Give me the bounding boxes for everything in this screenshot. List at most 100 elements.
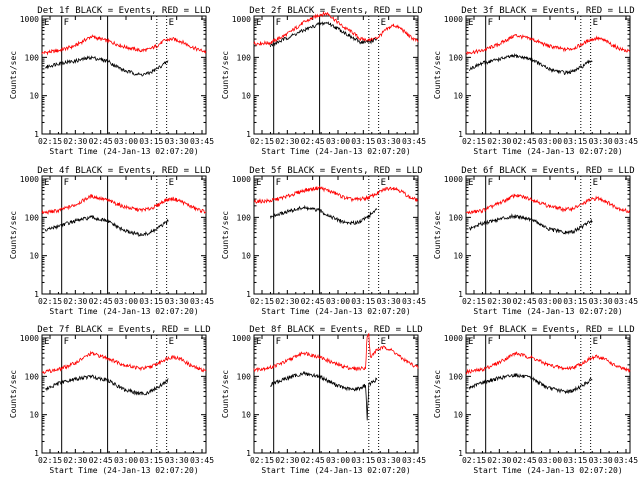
x-tick-label: 03:45 bbox=[614, 137, 638, 146]
y-axis-title: Counts/sec bbox=[433, 211, 442, 259]
x-tick-label: 03:00 bbox=[326, 137, 350, 146]
events-series-line bbox=[468, 373, 593, 395]
x-tick-label: 03:15 bbox=[351, 456, 375, 465]
y-tick-label: 1 bbox=[246, 449, 251, 458]
x-tick-label: 02:45 bbox=[301, 297, 325, 306]
x-tick-label: 02:30 bbox=[275, 297, 299, 306]
y-axis-title: Counts/sec bbox=[9, 211, 18, 259]
marker-letter: E bbox=[468, 337, 473, 347]
events-series-line bbox=[468, 52, 593, 76]
plot-frame bbox=[253, 15, 419, 135]
x-tick-label: 03:15 bbox=[563, 297, 587, 306]
events-series-line bbox=[469, 213, 593, 235]
y-tick-label: 10 bbox=[29, 411, 39, 420]
y-tick-label: 1 bbox=[34, 290, 39, 299]
x-axis-title: Start Time (24-Jan-13 02:07:20) bbox=[473, 307, 622, 316]
marker-letter: E bbox=[381, 337, 386, 347]
x-tick-label: 02:30 bbox=[63, 297, 87, 306]
marker-letter: F bbox=[64, 337, 69, 347]
marker-letter: F bbox=[276, 18, 281, 28]
x-tick-label: 03:00 bbox=[326, 297, 350, 306]
x-tick-label: 02:30 bbox=[487, 297, 511, 306]
x-tick-label: 03:15 bbox=[139, 456, 163, 465]
events-series-line bbox=[45, 374, 169, 396]
panel-title: Det 2f BLACK = Events, RED = LLD bbox=[249, 6, 422, 16]
marker-letter: E bbox=[593, 18, 598, 28]
y-tick-label: 100 bbox=[449, 372, 464, 381]
x-tick-label: 03:45 bbox=[190, 456, 214, 465]
marker-letter: E bbox=[593, 337, 598, 347]
y-tick-label: 100 bbox=[25, 372, 40, 381]
y-tick-label: 1 bbox=[246, 130, 251, 139]
x-tick-label: 02:15 bbox=[250, 456, 274, 465]
y-tick-label: 100 bbox=[237, 53, 252, 62]
x-tick-label: 03:15 bbox=[351, 297, 375, 306]
x-tick-label: 02:45 bbox=[89, 137, 113, 146]
x-axis-title: Start Time (24-Jan-13 02:07:20) bbox=[473, 466, 622, 475]
x-tick-label: 03:45 bbox=[190, 297, 214, 306]
marker-letter: E bbox=[381, 178, 386, 188]
marker-letter: E bbox=[468, 178, 473, 188]
y-tick-label: 10 bbox=[453, 252, 463, 261]
x-axis-title: Start Time (24-Jan-13 02:07:20) bbox=[261, 466, 410, 475]
y-tick-label: 10 bbox=[241, 411, 251, 420]
marker-letter: E bbox=[169, 178, 174, 188]
events-series-line bbox=[270, 204, 378, 226]
plot-frame bbox=[465, 175, 631, 295]
marker-letter: E bbox=[256, 18, 261, 28]
y-tick-label: 100 bbox=[449, 53, 464, 62]
y-tick-label: 100 bbox=[237, 213, 252, 222]
y-tick-label: 10 bbox=[241, 252, 251, 261]
x-tick-label: 03:45 bbox=[402, 137, 426, 146]
x-tick-label: 03:00 bbox=[538, 137, 562, 146]
x-tick-label: 02:45 bbox=[301, 137, 325, 146]
x-tick-label: 02:15 bbox=[462, 137, 486, 146]
x-tick-label: 03:30 bbox=[377, 456, 401, 465]
y-tick-label: 1000 bbox=[20, 175, 39, 184]
y-tick-label: 10 bbox=[29, 92, 39, 101]
panel-title: Det 3f BLACK = Events, RED = LLD bbox=[461, 6, 634, 16]
y-tick-label: 100 bbox=[25, 213, 40, 222]
y-axis-title: Counts/sec bbox=[221, 370, 230, 418]
x-tick-label: 03:30 bbox=[165, 456, 189, 465]
x-tick-label: 03:00 bbox=[114, 137, 138, 146]
x-tick-label: 03:00 bbox=[538, 297, 562, 306]
y-axis-title: Counts/sec bbox=[9, 51, 18, 99]
y-tick-label: 1 bbox=[34, 130, 39, 139]
panel-title: Det 5f BLACK = Events, RED = LLD bbox=[249, 166, 422, 176]
y-tick-label: 100 bbox=[237, 372, 252, 381]
lld-series-line bbox=[41, 34, 207, 56]
lld-series-line bbox=[253, 185, 419, 205]
x-tick-label: 03:00 bbox=[538, 456, 562, 465]
marker-letter: E bbox=[169, 337, 174, 347]
marker-letter: F bbox=[276, 178, 281, 188]
panel-det-2: Det 2f BLACK = Events, RED = LLD 1 10 100 10… bbox=[221, 6, 426, 156]
marker-letter: E bbox=[256, 337, 261, 347]
lld-series-line bbox=[41, 193, 207, 215]
panel-title: Det 1f BLACK = Events, RED = LLD bbox=[37, 6, 210, 16]
marker-letter: F bbox=[488, 178, 493, 188]
lld-series-line bbox=[253, 11, 419, 46]
y-tick-label: 1000 bbox=[444, 175, 463, 184]
x-axis-title: Start Time (24-Jan-13 02:07:20) bbox=[261, 147, 410, 156]
y-tick-label: 1 bbox=[246, 290, 251, 299]
marker-letter: F bbox=[64, 18, 69, 28]
x-tick-label: 03:45 bbox=[614, 297, 638, 306]
y-tick-label: 1 bbox=[34, 449, 39, 458]
y-tick-label: 10 bbox=[241, 92, 251, 101]
lld-series-line bbox=[465, 34, 631, 56]
panel-det-7: Det 7f BLACK = Events, RED = LLD 1 10 100 10… bbox=[9, 325, 214, 475]
x-tick-label: 02:30 bbox=[487, 137, 511, 146]
y-tick-label: 100 bbox=[449, 213, 464, 222]
panel-det-8: Det 8f BLACK = Events, RED = LLD 1 10 100 10… bbox=[221, 325, 426, 475]
x-tick-label: 02:45 bbox=[513, 456, 537, 465]
x-axis-title: Start Time (24-Jan-13 02:07:20) bbox=[49, 147, 198, 156]
plot-frame bbox=[253, 175, 419, 295]
panel-title: Det 8f BLACK = Events, RED = LLD bbox=[249, 325, 422, 335]
y-tick-label: 1 bbox=[458, 449, 463, 458]
y-tick-label: 1000 bbox=[232, 175, 251, 184]
x-tick-label: 03:45 bbox=[190, 137, 214, 146]
x-tick-label: 02:15 bbox=[462, 456, 486, 465]
